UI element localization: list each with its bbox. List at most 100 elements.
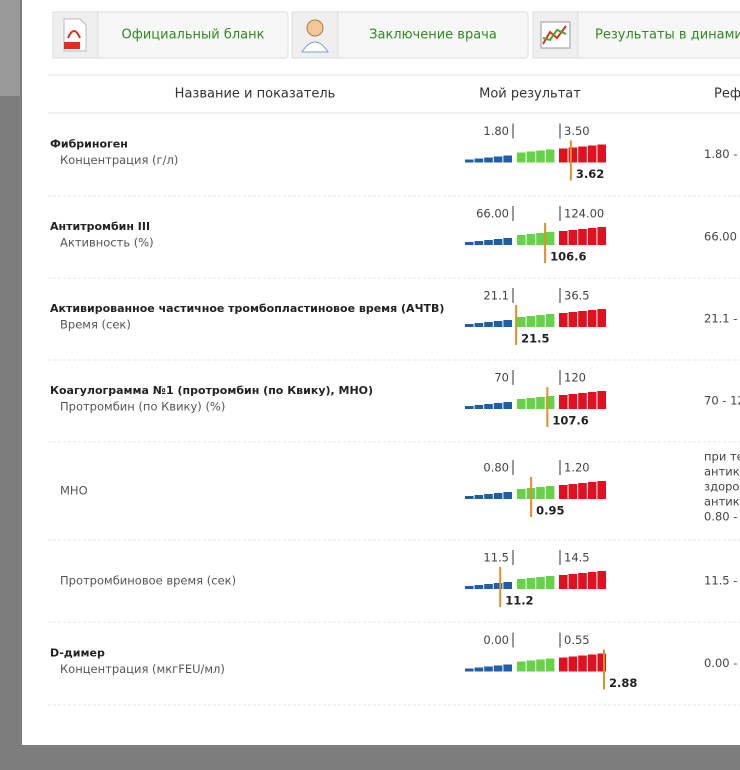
gauge-high [587,392,597,409]
result-value: 0.95 [536,504,564,518]
button-label: Заключение врача [369,28,497,43]
high-limit: 0.55 [564,633,590,647]
column-header: Мой результат [479,87,581,102]
gauge-normal [526,316,536,327]
gauge-low [474,667,484,672]
gauge-normal [526,151,536,163]
gauge-high [559,313,568,327]
gauge-low [484,494,493,499]
gauge-normal [536,150,545,163]
high-limit: 1.20 [564,461,590,475]
gauge-high [559,148,568,163]
gauge-high [578,146,587,163]
high-limit: 124.00 [564,207,604,221]
gauge-high [587,654,597,672]
gauge-normal [536,577,545,589]
gauge-high [597,571,606,589]
button-label: Результаты в динами [595,28,740,43]
high-limit: 14.5 [564,551,590,565]
gauge-normal [517,235,526,245]
gauge-high [597,481,606,499]
reference: 66.00 - [704,230,740,244]
test-name: D-димер [50,647,105,660]
gauge-low [465,159,474,163]
gauge-high [559,395,568,409]
gauge-high [597,391,606,409]
reference: 1.80 - 3 [704,147,740,161]
gauge-low [465,324,474,327]
gauge-high [559,657,568,672]
column-header: Название и показатель [175,87,336,102]
reference: 0.80 - 1 [704,510,740,524]
gauge-low [465,586,474,589]
gauge-low [484,322,493,327]
gauge-low [465,668,474,672]
gauge-normal [526,660,536,672]
gauge-low [465,496,474,499]
chart-icon-line [542,28,567,42]
gauge-normal [517,579,526,589]
gauge-high [578,229,587,245]
gauge-low [474,158,484,163]
gauge-high [559,231,568,245]
indicator: Время (сек) [60,318,131,332]
gauge-normal [545,314,555,327]
gauge-low [474,323,484,327]
gauge-normal [536,315,545,327]
gauge-high [578,573,587,589]
gauge-high [597,653,606,672]
gauge-high [587,482,597,499]
gauge-normal [536,233,545,245]
pdf-icon-label [64,42,80,49]
gauge-low [493,665,503,672]
gauge-normal [517,152,526,163]
high-limit: 120 [564,371,586,385]
gauge-normal [536,659,545,672]
result-value: 2.88 [609,676,637,690]
reference: антико [704,465,740,479]
gauge-low [465,242,474,245]
gauge-normal [545,232,555,245]
gauge-low [503,238,512,245]
gauge-high [568,312,578,327]
result-value: 21.5 [521,332,549,346]
gauge-low [465,406,474,409]
gauge-low [484,584,493,589]
gauge-normal [545,486,555,499]
gauge-low [484,404,493,409]
gauge-high [578,483,587,499]
low-limit: 21.1 [483,289,509,303]
high-limit: 3.50 [564,124,590,138]
gauge-normal [526,398,536,409]
indicator: Активность (%) [60,236,154,250]
gauge-normal [545,576,555,589]
indicator: Протромбиновое время (сек) [60,574,236,588]
gauge-low [503,402,512,409]
test-name: Коагулограмма №1 (протромбин (по Квику),… [50,384,373,397]
low-limit: 11.5 [483,551,509,565]
gauge-normal [536,397,545,409]
gauge-low [484,157,493,163]
indicator: Концентрация (г/л) [60,153,178,167]
gauge-low [503,664,512,672]
gauge-high [568,230,578,245]
gauge-normal [536,487,545,499]
gauge-low [474,585,484,589]
gauge-normal [545,149,555,163]
gauge-normal [545,396,555,409]
low-limit: 0.00 [483,633,509,647]
gauge-low [484,240,493,245]
doctor-icon-head [306,19,324,37]
gauge-low [484,666,493,672]
reference: 70 - 12 [704,394,740,408]
indicator: МНО [60,484,88,498]
gauge-normal [526,578,536,589]
low-limit: 1.80 [483,124,509,138]
gauge-low [503,155,512,163]
test-name: Активированное частичное тромбопластинов… [50,302,444,315]
button-label: Официальный бланк [121,28,264,43]
gauge-high [559,485,568,499]
gauge-high [568,147,578,163]
gauge-low [474,241,484,245]
